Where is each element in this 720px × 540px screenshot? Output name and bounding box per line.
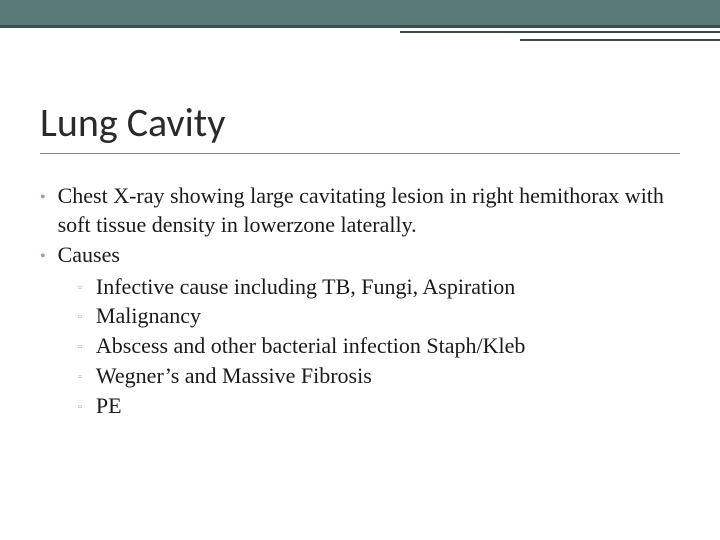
sub-bullet-marker-icon: ▫	[78, 281, 82, 296]
sub-bullet-item: ▫ Infective cause including TB, Fungi, A…	[78, 272, 680, 302]
accent-lines	[400, 31, 720, 47]
sub-bullet-marker-icon: ▫	[78, 400, 82, 415]
sub-bullet-item: ▫ Malignancy	[78, 301, 680, 331]
sub-bullet-text: PE	[96, 391, 122, 421]
top-decorative-bar	[0, 0, 720, 28]
bullet-item: • Chest X-ray showing large cavitating l…	[40, 182, 680, 239]
sub-bullet-marker-icon: ▫	[78, 340, 82, 355]
sub-bullet-item: ▫ PE	[78, 391, 680, 421]
sub-bullet-list: ▫ Infective cause including TB, Fungi, A…	[78, 272, 680, 420]
title-underline	[40, 153, 680, 154]
sub-bullet-marker-icon: ▫	[78, 370, 82, 385]
slide-content: Lung Cavity • Chest X-ray showing large …	[0, 28, 720, 420]
bullet-list: • Chest X-ray showing large cavitating l…	[40, 182, 680, 270]
sub-bullet-item: ▫ Abscess and other bacterial infection …	[78, 331, 680, 361]
sub-bullet-item: ▫ Wegner’s and Massive Fibrosis	[78, 361, 680, 391]
bullet-marker-icon: •	[40, 247, 46, 268]
sub-bullet-text: Abscess and other bacterial infection St…	[96, 331, 525, 361]
sub-bullet-text: Infective cause including TB, Fungi, Asp…	[96, 272, 515, 302]
bullet-text: Chest X-ray showing large cavitating les…	[58, 182, 680, 239]
slide-title: Lung Cavity	[40, 98, 680, 147]
sub-bullet-text: Wegner’s and Massive Fibrosis	[96, 361, 372, 391]
sub-bullet-text: Malignancy	[96, 301, 201, 331]
bullet-item: • Causes	[40, 241, 680, 270]
sub-bullet-marker-icon: ▫	[78, 310, 82, 325]
bullet-text: Causes	[58, 241, 680, 270]
bullet-marker-icon: •	[40, 188, 46, 209]
